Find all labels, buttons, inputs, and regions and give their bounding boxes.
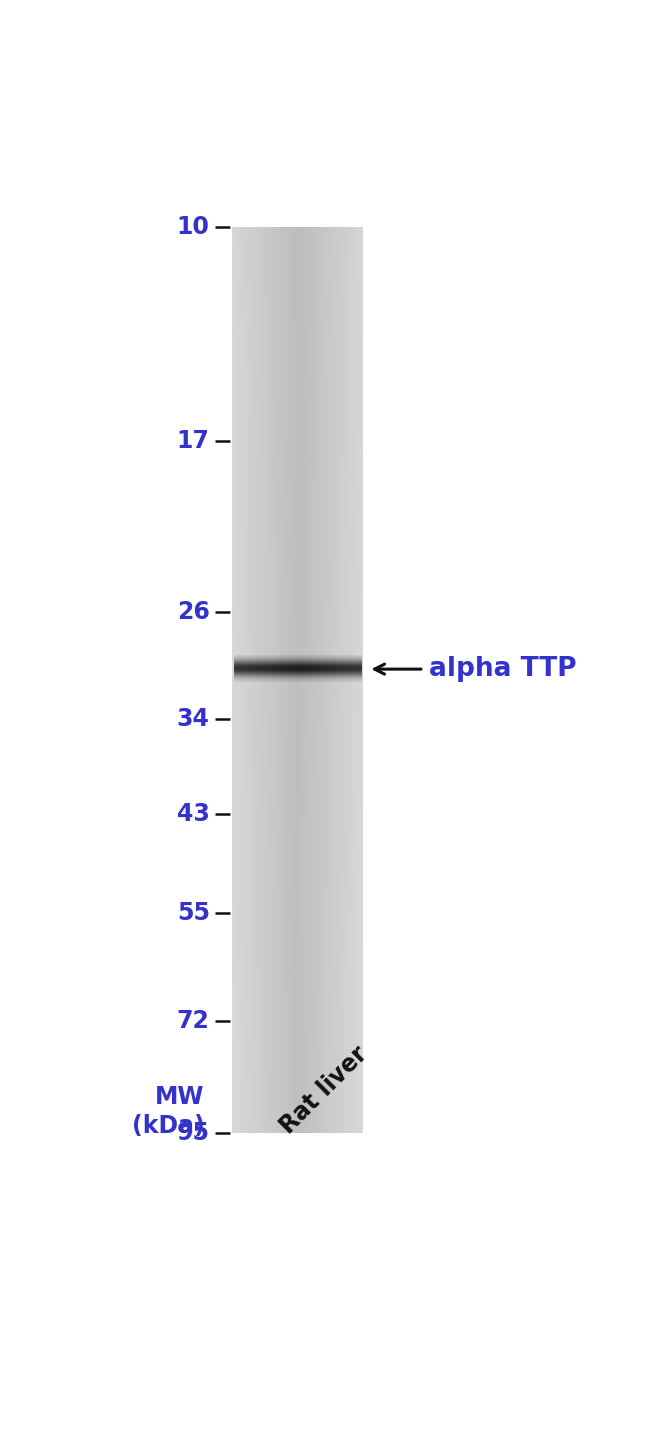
Text: 55: 55: [177, 901, 210, 925]
Text: 95: 95: [177, 1121, 210, 1144]
Text: 17: 17: [177, 429, 210, 453]
Text: Rat liver: Rat liver: [276, 1041, 372, 1139]
Text: 72: 72: [177, 1010, 210, 1034]
Text: MW
(kDa): MW (kDa): [132, 1084, 205, 1139]
Text: alpha TTP: alpha TTP: [429, 657, 577, 683]
Text: 34: 34: [177, 707, 210, 731]
Text: 43: 43: [177, 802, 210, 826]
Text: 26: 26: [177, 599, 210, 624]
Text: 10: 10: [177, 215, 210, 239]
